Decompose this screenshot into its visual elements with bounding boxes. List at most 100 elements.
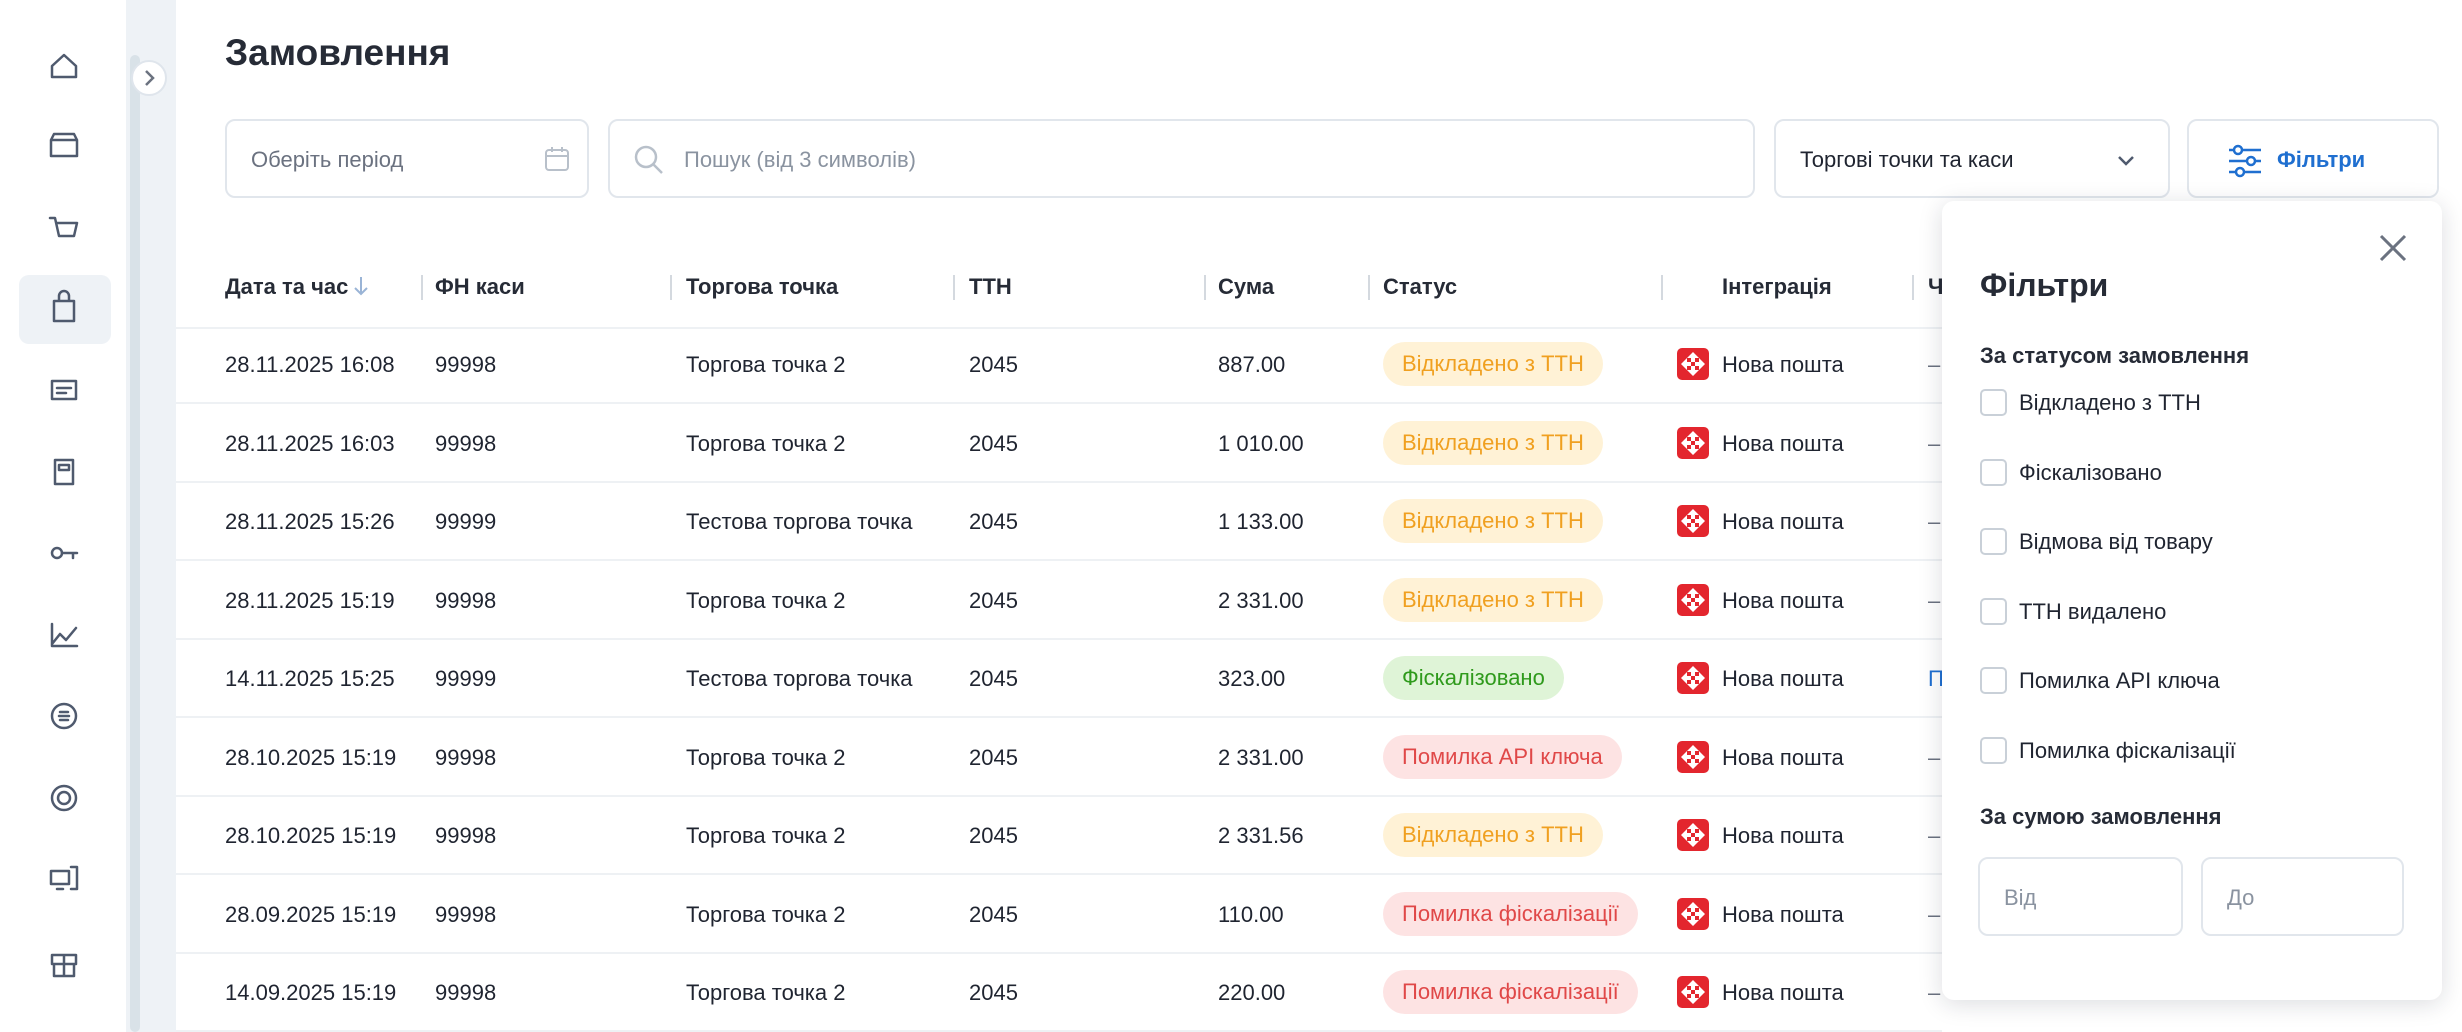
cart-icon[interactable] — [48, 216, 79, 238]
points-select[interactable]: Торгові точки та каси — [1774, 119, 2170, 198]
cell-point: Торгова точка 2 — [686, 823, 846, 848]
status-badge: Помилка фіскалізації — [1383, 891, 1638, 936]
panel-title: Фільтри — [1980, 267, 2109, 303]
nova-poshta-logo — [1677, 740, 1709, 773]
cell-sum: 2 331.56 — [1218, 823, 1304, 848]
period-picker[interactable]: Оберіть період — [225, 119, 589, 198]
status-badge: Відкладено з ТТН — [1383, 813, 1603, 857]
placeholder: До — [2227, 885, 2255, 910]
row-line — [176, 794, 1942, 797]
settings-icon[interactable] — [56, 790, 72, 806]
checkbox-label: Помилка фіскалізації — [2019, 737, 2236, 763]
gift-icon[interactable] — [50, 953, 78, 978]
column-divider — [421, 275, 423, 300]
cell-point: Торгова точка 2 — [686, 744, 846, 770]
cell-point: Тестова торгова точка — [686, 666, 913, 691]
cell-point: Торгова точка 2 — [686, 980, 846, 1005]
cell-point: Торгова точка 2 — [686, 901, 846, 927]
checkbox[interactable] — [1980, 528, 2007, 555]
cell-date: 28.11.2025 16:03 — [225, 430, 395, 456]
cell-integration: Нова пошта — [1722, 823, 1844, 848]
cell-ttn: 2045 — [969, 352, 1018, 377]
nova-poshta-logo — [1677, 426, 1709, 459]
checkbox[interactable] — [1980, 458, 2007, 486]
checkbox[interactable] — [1980, 597, 2007, 625]
cell-last: П — [1928, 666, 1944, 691]
placeholder: Пошук (від 3 символів) — [684, 147, 916, 172]
cell-sum: 110.00 — [1218, 901, 1284, 927]
cell-date: 28.09.2025 15:19 — [225, 901, 397, 927]
checkbox[interactable] — [1980, 736, 2007, 764]
calculator-icon[interactable] — [53, 458, 75, 486]
checkbox-label: ТТН видалено — [2019, 598, 2167, 624]
cell-date: 14.09.2025 15:19 — [225, 980, 397, 1005]
cell-ttn: 2045 — [969, 666, 1018, 691]
cell-last: – — [1928, 352, 1941, 377]
cell-integration: Нова пошта — [1722, 980, 1844, 1005]
column-header: Сума — [1218, 274, 1275, 299]
button-label: Фільтри — [2277, 147, 2366, 172]
sort-arrow[interactable] — [352, 274, 370, 298]
key-icon[interactable] — [50, 546, 64, 560]
column-header: Торгова точка — [686, 274, 839, 299]
cell-last: – — [1928, 587, 1941, 613]
cell-fn: 99998 — [435, 352, 497, 377]
analytics-icon[interactable] — [50, 622, 79, 648]
column-header: Ч — [1928, 274, 1944, 299]
cell-point: Тестова торгова точка — [686, 509, 913, 534]
checkbox[interactable] — [1980, 667, 2007, 694]
home-icon[interactable] — [50, 53, 78, 79]
status-badge: Відкладено з ТТН — [1383, 420, 1603, 465]
checkbox-label: Відмова від товару — [2019, 529, 2213, 554]
cell-ttn: 2045 — [969, 823, 1018, 848]
status-badge: Помилка фіскалізації — [1383, 970, 1638, 1014]
row-line — [176, 1030, 1942, 1032]
cell-sum: 887.00 — [1218, 352, 1286, 377]
cell-fn: 99998 — [435, 744, 497, 770]
nav-icons — [48, 53, 79, 978]
finance-icon[interactable] — [50, 702, 78, 730]
devices-icon[interactable] — [49, 865, 79, 891]
calendar-icon — [545, 147, 569, 171]
select-label: Торгові точки та каси — [1800, 147, 2014, 172]
orders-icon[interactable] — [52, 289, 76, 323]
cell-integration: Нова пошта — [1722, 666, 1844, 691]
page-title: Замовлення — [225, 32, 451, 73]
column-header[interactable]: Дата та час — [225, 274, 349, 299]
column-header: ТТН — [969, 274, 1012, 299]
sum-to-input[interactable]: До — [2201, 857, 2404, 936]
row-line — [176, 873, 1942, 875]
search-input[interactable]: Пошук (від 3 символів) — [608, 119, 1755, 198]
row-line — [176, 559, 1942, 561]
cell-date: 28.11.2025 16:08 — [225, 352, 395, 377]
store-icon[interactable] — [49, 132, 79, 158]
status-badge: Відкладено з ТТН — [1383, 499, 1603, 543]
collapse-button[interactable] — [131, 60, 167, 96]
row-line — [176, 480, 1942, 483]
cell-point: Торгова точка 2 — [686, 352, 846, 377]
messages-icon[interactable] — [50, 379, 78, 401]
cell-sum: 323.00 — [1218, 666, 1286, 691]
filters-button[interactable]: Фільтри — [2187, 119, 2439, 198]
cell-last: – — [1928, 509, 1941, 534]
sum-from-input[interactable]: Від — [1978, 857, 2183, 936]
cell-sum: 2 331.00 — [1218, 587, 1304, 613]
checkbox[interactable] — [1980, 389, 2007, 416]
scrollbar — [130, 55, 140, 1032]
cell-sum: 1 010.00 — [1218, 430, 1304, 456]
status-badge: Відкладено з ТТН — [1383, 577, 1603, 622]
checkbox-label: Відкладено з ТТН — [2019, 390, 2201, 415]
chevron — [145, 70, 155, 86]
row-line — [176, 716, 1942, 718]
cell-integration: Нова пошта — [1722, 744, 1844, 770]
cell-last: – — [1928, 744, 1941, 770]
close-button[interactable] — [2376, 231, 2410, 265]
checkbox-label: Фіскалізовано — [2019, 459, 2162, 485]
cell-integration: Нова пошта — [1722, 430, 1844, 456]
nova-poshta-logo — [1677, 348, 1709, 380]
nova-poshta-logo — [1677, 583, 1709, 616]
chevron-down — [2118, 156, 2134, 166]
header-line — [176, 327, 1942, 329]
nova-poshta-logo — [1677, 662, 1709, 694]
cell-date: 28.11.2025 15:26 — [225, 509, 395, 534]
